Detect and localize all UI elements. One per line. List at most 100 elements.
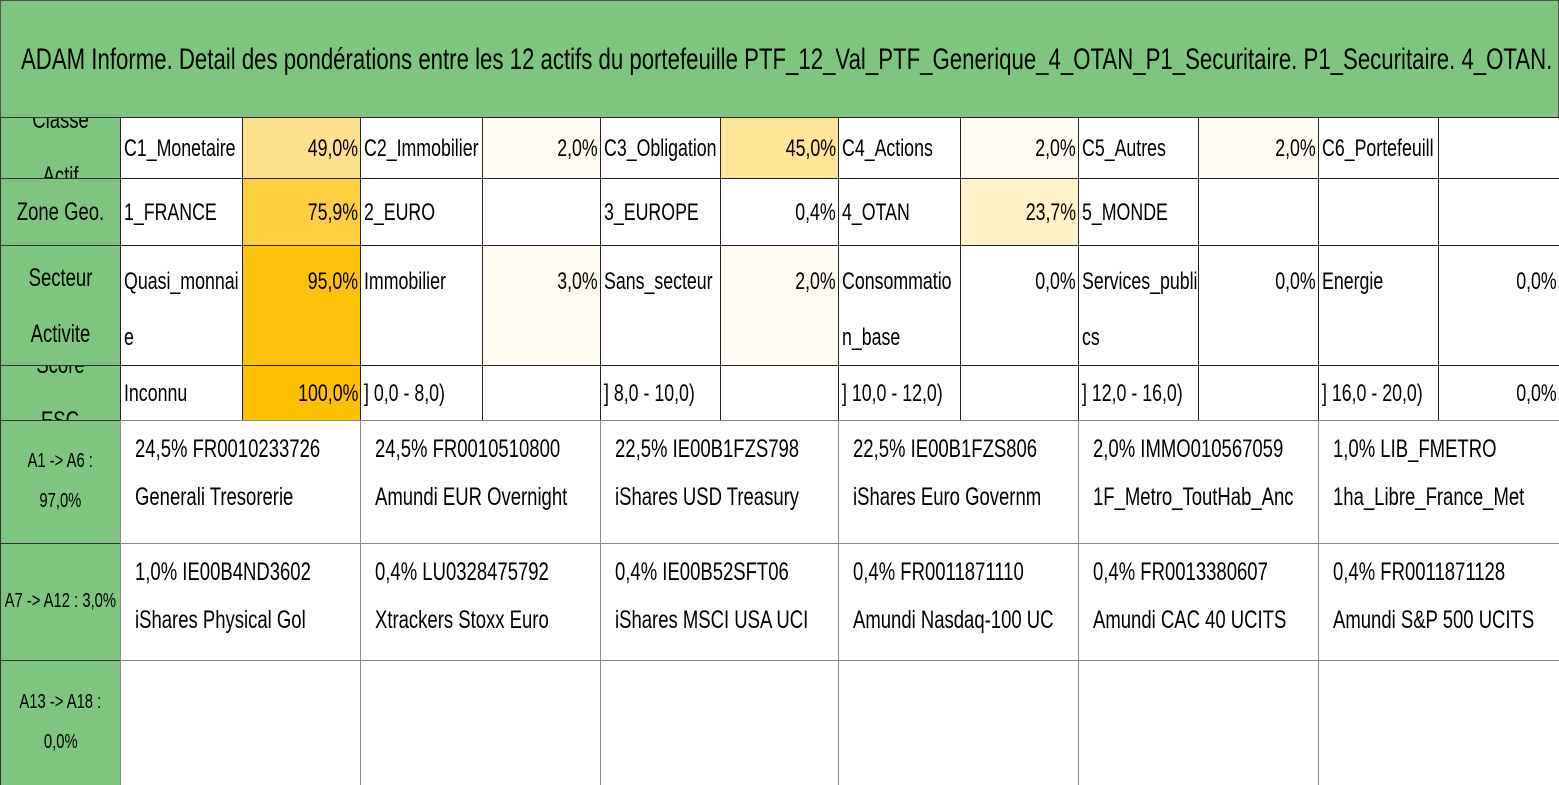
row-label: A13 -> A18 : 0,0% [0,660,121,785]
cell-value: 0,0% [1438,365,1559,421]
asset-cell: 22,5% IE00B1FZS798 iShares USD Treasury [600,420,839,544]
row-label-text: Secteur Activite [28,263,93,348]
cell-name: C6_Portefeuill [1318,117,1439,179]
asset-name: 1ha_Libre_France_Met [1333,483,1525,511]
asset-class: ] 10,0 - 12,0) [842,379,943,407]
row-label: Score ESG [0,365,121,421]
weight: 45,0% [785,134,836,162]
weight: 3,0% [557,268,598,295]
cell-name: 5_MONDE [1078,178,1199,246]
asset-class: 3_EUROPE [604,198,699,226]
asset-name: iShares MSCI USA UCI [615,606,809,634]
title: ADAM Informe. Detail des pondérations en… [21,43,1553,76]
weight: 0,4% [795,198,836,226]
weight: 2,0% [1035,134,1076,162]
cell-name: C3_Obligations [600,117,721,179]
row-label-text: A13 -> A18 : [19,691,102,713]
asset-cell: 24,5% FR0010510800 Amundi EUR Overnight [360,420,601,544]
asset-class: C4_Actions [842,134,933,162]
asset-cell [120,660,361,785]
cell-value [482,178,601,246]
asset-class: ] 0,0 - 8,0) [364,379,445,407]
asset-class: C5_Autres [1082,134,1166,162]
cell-value [1198,365,1319,421]
row-label: Secteur Activite [0,245,121,366]
asset-cell [838,660,1079,785]
cell-name: 4_OTAN [838,178,961,246]
label-line: A7 -> A12 : 3,0% [1,582,120,622]
asset-name: iShares Physical Gol [135,606,306,634]
cell-value [482,365,601,421]
asset-class: 4_OTAN [842,198,910,226]
weight: 95,0% [307,268,358,295]
weight: 0,0% [1516,379,1557,407]
cell-name: Quasi_monnaie [120,245,243,366]
row-label: Zone Geo. [0,178,121,246]
asset-cell: 0,4% FR0011871128 Amundi S&P 500 UCITS [1318,543,1559,661]
row-label: A7 -> A12 : 3,0% [0,543,121,661]
asset-name: iShares Euro Governm [853,483,1042,511]
cell-value [960,365,1079,421]
cell-value: 0,0% [960,245,1079,366]
cell-value: 100,0% [242,365,361,421]
cell-value [1198,178,1319,246]
label-line: 97,0% [32,482,89,522]
asset-name: Generali Tresorerie [135,483,294,511]
asset-weight-isin: 0,4% FR0013380607 [1093,558,1268,586]
asset-class: 2_EURO [364,198,436,226]
cell-value: 2,0% [482,117,601,179]
asset-cell: 1,0% LIB_FMETRO 1ha_Libre_France_Met [1318,420,1559,544]
cell-value: 23,7% [960,178,1079,246]
cell-value: 45,0% [720,117,839,179]
asset-weight-isin: 2,0% IMMO010567059 [1093,435,1284,463]
row-label-text: Score ESG [36,365,85,421]
asset-class: C6_Portefeuill [1322,134,1434,162]
weight: 2,0% [795,268,836,295]
row-label-text: Zone Geo. [16,198,105,226]
asset-cell: 0,4% LU0328475792 Xtrackers Stoxx Euro [360,543,601,661]
asset-cell [600,660,839,785]
cell-value: 49,0% [242,117,361,179]
cell-name: 2_EURO [360,178,483,246]
asset-class: Sans_secteur [604,268,713,295]
cell-name [1318,178,1439,246]
cell-name: ] 10,0 - 12,0) [838,365,961,421]
cell-name: 1_FRANCE [120,178,243,246]
asset-class: ] 16,0 - 20,0) [1322,379,1423,407]
asset-cell: 0,4% FR0011871110 Amundi Nasdaq-100 UC [838,543,1079,661]
asset-weight-isin: 0,4% LU0328475792 [375,558,549,586]
cell-name: 3_EUROPE [600,178,721,246]
asset-weight-isin: 1,0% LIB_FMETRO [1333,435,1497,463]
weight: 2,0% [557,134,598,162]
row-label-text: A7 -> A12 : 3,0% [4,590,117,612]
asset-cell: 2,0% IMMO010567059 1F_Metro_ToutHab_Anc [1078,420,1319,544]
asset-class: C2_Immobilier [364,134,479,162]
cell-name: Consommation_base [838,245,961,366]
asset-name: Amundi CAC 40 UCITS [1093,606,1287,634]
cell-value: 0,0% [1198,245,1319,366]
label-line: 0,0% [38,723,84,763]
row-label-text: A1 -> A6 : [27,450,94,472]
cell-value [720,365,839,421]
weight: 100,0% [297,379,358,407]
cell-value: 3,0% [482,245,601,366]
title-bar: ADAM Informe. Detail des pondérations en… [0,0,1559,118]
cell-value: 95,0% [242,245,361,366]
asset-cell [1318,660,1559,785]
label-line: A1 -> A6 : [16,442,104,482]
cell-value: 0,0% [1438,245,1559,366]
asset-cell: 24,5% FR0010233726 Generali Tresorerie [120,420,361,544]
weight: 0,0% [1516,268,1557,295]
asset-weight-isin: 24,5% FR0010233726 [135,435,321,463]
asset-class: C3_Obligations [604,134,717,162]
asset-weight-isin: 0,4% FR0011871110 [853,558,1024,586]
cell-name: ] 12,0 - 16,0) [1078,365,1199,421]
asset-name: iShares USD Treasury [615,483,800,511]
cell-name: C2_Immobilier [360,117,483,179]
cell-name: C1_Monetaire [120,117,243,179]
cell-name: ] 16,0 - 20,0) [1318,365,1439,421]
row-label: A1 -> A6 : 97,0% [0,420,121,544]
asset-name: 1F_Metro_ToutHab_Anc [1093,483,1294,511]
asset-cell: 0,4% FR0013380607 Amundi CAC 40 UCITS [1078,543,1319,661]
